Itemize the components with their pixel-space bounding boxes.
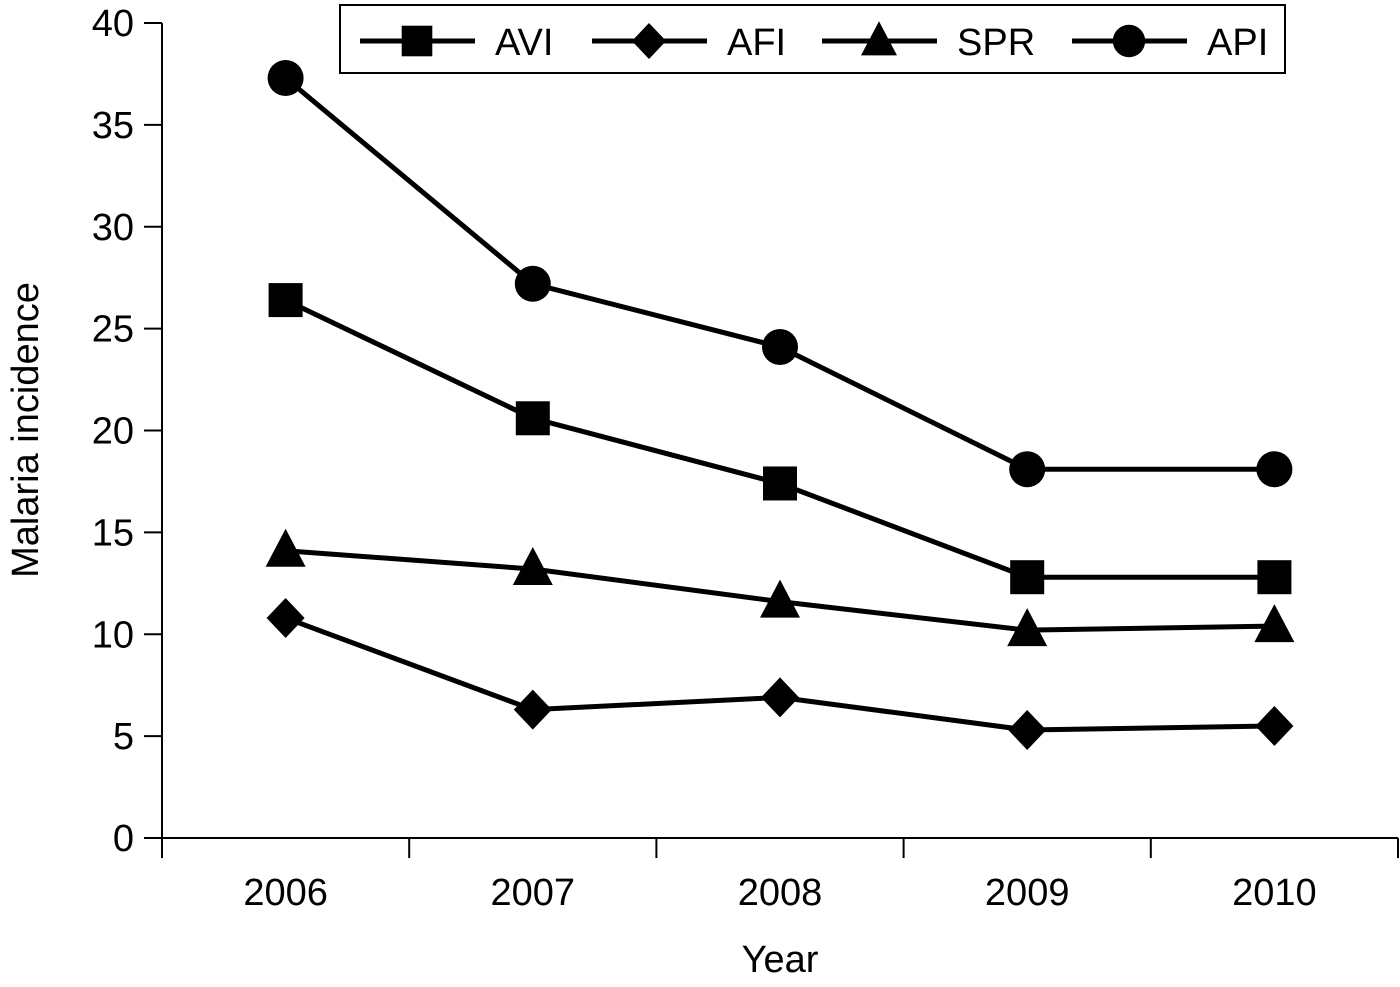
legend-label: AFI	[727, 22, 786, 64]
y-tick-label: 25	[92, 309, 134, 351]
marker-triangle	[1007, 608, 1048, 647]
legend: AVI AFI SPR API	[339, 4, 1286, 74]
series-afi	[266, 597, 1294, 751]
marker-circle	[1009, 451, 1046, 488]
legend-label: API	[1207, 22, 1268, 64]
marker-triangle	[861, 21, 897, 56]
legend-item-spr: SPR	[822, 21, 1035, 64]
marker-triangle	[1254, 604, 1295, 643]
marker-square	[401, 25, 433, 57]
marker-diamond	[761, 677, 799, 718]
marker-circle	[1112, 24, 1146, 58]
series-group	[265, 60, 1295, 751]
marker-circle	[762, 328, 798, 365]
marker-circle	[267, 60, 304, 97]
marker-diamond	[631, 23, 667, 59]
axes: 0 5 10 15 20 25 30 35 40 2006 2007 2008 2009 2010	[92, 3, 1399, 914]
marker-circle	[1256, 451, 1293, 488]
series-api	[267, 60, 1293, 488]
marker-square	[268, 283, 303, 318]
x-tick-label: 2009	[985, 872, 1070, 914]
series-line	[284, 76, 1275, 472]
series-spr	[265, 528, 1295, 647]
y-tick-label: 30	[92, 207, 134, 249]
x-tick-label: 2007	[491, 872, 576, 914]
y-tick-label: 20	[92, 411, 134, 453]
legend-item-api: API	[1072, 22, 1268, 64]
marker-circle	[514, 265, 551, 302]
legend-label: SPR	[957, 22, 1035, 64]
legend-item-afi: AFI	[592, 22, 786, 64]
x-tick-label: 2008	[738, 872, 823, 914]
x-tick-label: 2006	[243, 872, 328, 914]
marker-square	[515, 401, 550, 436]
legend-label: AVI	[495, 22, 553, 64]
y-axis-label: Malaria incidence	[5, 282, 47, 578]
legend-item-avi: AVI	[360, 22, 553, 64]
marker-square	[763, 466, 797, 501]
y-tick-label: 35	[92, 105, 134, 147]
y-tick-label: 40	[92, 3, 134, 45]
marker-square	[1010, 560, 1045, 595]
y-tick-label: 5	[113, 716, 134, 758]
x-axis-label: Year	[742, 939, 819, 981]
y-tick-label: 15	[92, 512, 134, 554]
marker-diamond	[266, 597, 305, 638]
marker-triangle	[512, 547, 553, 586]
marker-diamond	[1008, 710, 1047, 751]
marker-diamond	[1255, 705, 1294, 746]
y-tick-label: 0	[113, 818, 134, 860]
series-avi	[268, 283, 1292, 595]
marker-diamond	[513, 689, 552, 730]
marker-square	[1257, 560, 1292, 595]
marker-triangle	[760, 579, 800, 618]
y-tick-label: 10	[92, 614, 134, 656]
x-tick-label: 2010	[1232, 872, 1317, 914]
marker-triangle	[265, 528, 306, 567]
